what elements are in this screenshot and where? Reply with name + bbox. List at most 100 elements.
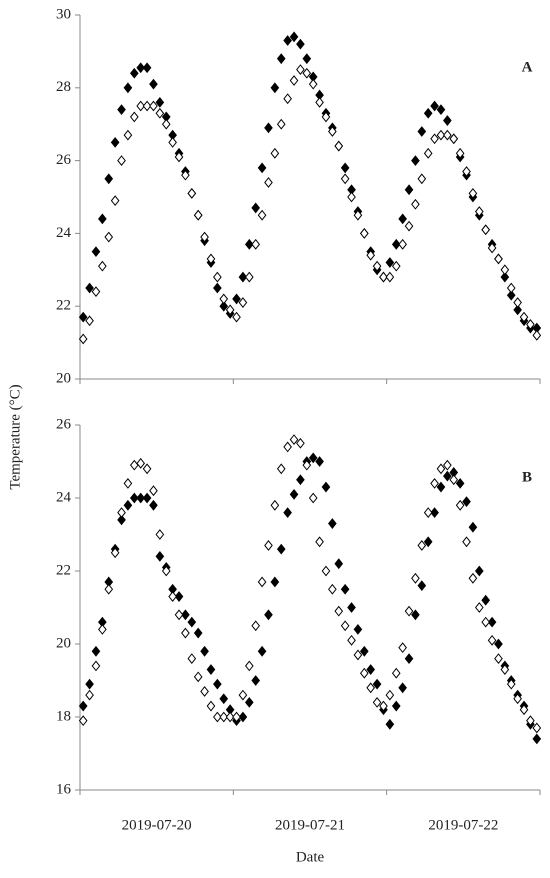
data-point bbox=[232, 711, 241, 723]
data-point bbox=[155, 550, 165, 562]
data-point bbox=[366, 664, 376, 675]
data-point bbox=[296, 64, 305, 76]
data-point bbox=[200, 645, 209, 657]
data-point bbox=[443, 115, 452, 126]
data-point bbox=[264, 609, 273, 621]
data-point bbox=[500, 271, 510, 283]
data-point bbox=[423, 536, 433, 548]
data-point bbox=[270, 82, 280, 94]
data-point bbox=[155, 96, 165, 108]
data-point bbox=[129, 459, 139, 471]
data-point bbox=[500, 664, 510, 675]
data-point bbox=[494, 653, 503, 665]
data-point bbox=[136, 457, 146, 469]
data-point bbox=[519, 704, 529, 716]
data-point bbox=[244, 660, 254, 672]
data-point bbox=[481, 594, 491, 606]
data-point bbox=[302, 53, 312, 65]
data-point bbox=[149, 485, 158, 497]
data-point bbox=[391, 700, 401, 712]
data-point bbox=[411, 572, 420, 584]
data-point bbox=[487, 242, 497, 254]
y-tick-label: 28 bbox=[56, 79, 71, 95]
data-point bbox=[347, 191, 356, 203]
y-tick-label: 24 bbox=[56, 489, 72, 505]
data-point bbox=[181, 169, 190, 181]
data-point bbox=[155, 529, 165, 540]
data-point bbox=[430, 100, 439, 112]
data-point bbox=[436, 463, 446, 475]
data-point bbox=[532, 722, 542, 734]
data-point bbox=[423, 507, 433, 519]
data-point bbox=[417, 580, 427, 592]
data-point bbox=[142, 62, 152, 74]
data-point bbox=[411, 609, 420, 621]
data-point bbox=[206, 700, 216, 712]
data-point bbox=[321, 481, 331, 493]
data-point bbox=[462, 496, 471, 508]
data-point bbox=[78, 700, 88, 712]
data-point bbox=[443, 459, 452, 471]
data-point bbox=[276, 118, 286, 130]
data-point bbox=[85, 315, 94, 327]
data-point bbox=[449, 474, 459, 486]
data-point bbox=[149, 100, 158, 112]
data-point bbox=[430, 477, 439, 489]
x-tick-label: 2019-07-22 bbox=[428, 817, 498, 833]
data-point bbox=[296, 38, 305, 50]
data-point bbox=[353, 209, 363, 221]
data-point bbox=[334, 558, 344, 570]
data-point bbox=[398, 682, 407, 694]
data-point bbox=[436, 481, 446, 493]
data-point bbox=[117, 104, 126, 116]
data-point bbox=[481, 616, 491, 628]
data-point bbox=[474, 206, 484, 217]
data-point bbox=[436, 129, 446, 141]
data-point bbox=[142, 100, 152, 112]
y-tick-label: 24 bbox=[56, 225, 72, 241]
data-point bbox=[129, 492, 139, 504]
data-point bbox=[161, 565, 171, 577]
data-point bbox=[187, 653, 197, 665]
data-point bbox=[110, 195, 120, 207]
data-point bbox=[385, 718, 395, 730]
data-point bbox=[110, 136, 120, 148]
data-point bbox=[334, 605, 344, 617]
data-point bbox=[283, 507, 292, 519]
data-point bbox=[289, 75, 299, 86]
data-point bbox=[78, 333, 88, 345]
data-point bbox=[78, 311, 88, 323]
data-point bbox=[123, 499, 133, 511]
data-point bbox=[213, 711, 222, 723]
data-point bbox=[321, 565, 331, 577]
data-point bbox=[455, 477, 465, 489]
x-axis-label: Date bbox=[296, 849, 325, 865]
data-point bbox=[487, 634, 497, 646]
data-point bbox=[404, 653, 414, 665]
data-point bbox=[174, 609, 184, 621]
data-point bbox=[283, 35, 292, 46]
data-point bbox=[251, 202, 261, 214]
data-point bbox=[206, 253, 216, 265]
data-point bbox=[494, 253, 503, 265]
data-point bbox=[455, 147, 465, 159]
data-point bbox=[436, 104, 446, 116]
data-point bbox=[359, 667, 369, 679]
data-point bbox=[257, 576, 267, 588]
data-point bbox=[334, 140, 344, 152]
data-point bbox=[117, 514, 126, 526]
data-point bbox=[366, 249, 376, 261]
data-point bbox=[296, 437, 305, 449]
data-point bbox=[519, 311, 529, 323]
data-point bbox=[257, 209, 267, 221]
data-point bbox=[98, 623, 107, 635]
data-point bbox=[149, 78, 158, 90]
data-point bbox=[423, 147, 433, 159]
data-point bbox=[372, 696, 382, 708]
y-tick-label: 16 bbox=[56, 781, 72, 797]
data-point bbox=[123, 129, 133, 141]
data-point bbox=[238, 297, 248, 308]
data-point bbox=[244, 271, 254, 283]
data-point bbox=[289, 434, 299, 446]
data-point bbox=[136, 100, 146, 112]
